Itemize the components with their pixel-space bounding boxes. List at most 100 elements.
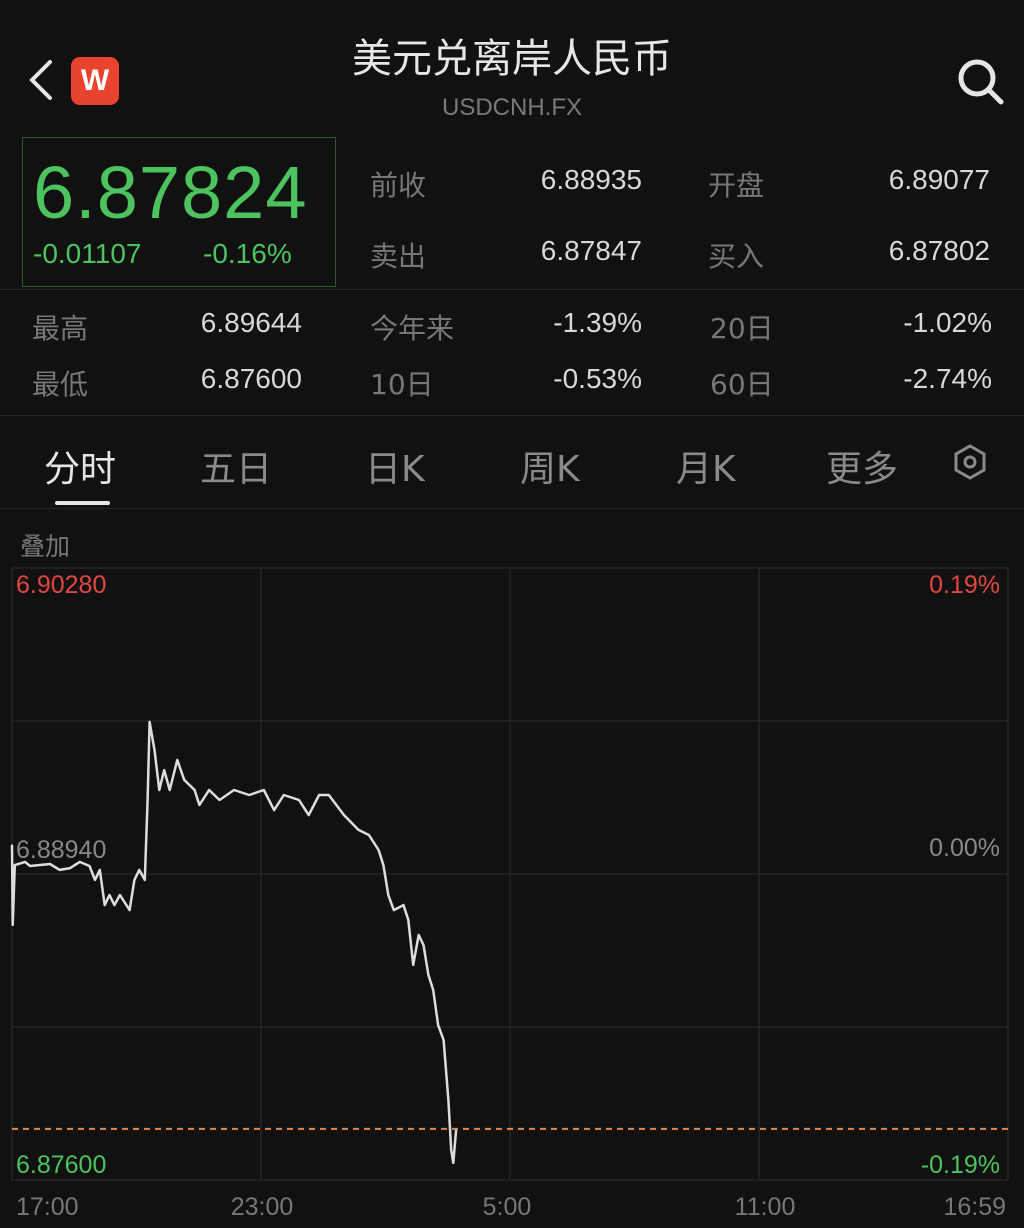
price-point — [29, 865, 31, 867]
current-price: 6.87824 — [33, 151, 308, 234]
price-point — [78, 861, 81, 863]
price-point — [153, 749, 156, 751]
prev-close-label: 前收 — [370, 169, 427, 202]
price-point — [11, 924, 14, 926]
tab-five-day[interactable]: 五日 — [200, 449, 273, 490]
price-point — [128, 909, 131, 911]
price-point — [58, 869, 61, 871]
price-point — [69, 867, 71, 869]
ytd-label: 今年来 — [370, 312, 455, 345]
price-point — [357, 829, 360, 831]
price-point — [138, 869, 141, 871]
20d-value: -1.02% — [903, 307, 992, 338]
price-point — [407, 919, 410, 921]
x-tick-label: 17:00 — [16, 1193, 79, 1221]
search-icon[interactable] — [955, 56, 1005, 106]
low-label: 最低 — [32, 368, 89, 401]
price-point — [88, 865, 91, 867]
price-point — [158, 789, 161, 791]
price-point — [427, 974, 430, 976]
price-point — [183, 779, 186, 781]
pct-label-bottom: -0.19% — [921, 1151, 1000, 1179]
low-value: 6.87600 — [200, 363, 302, 394]
price-point — [99, 869, 101, 871]
high-label: 最高 — [32, 312, 89, 345]
price-line — [10, 720, 458, 1165]
price-point — [273, 809, 275, 811]
pct-label-mid: 0.00% — [929, 834, 1000, 862]
price-point — [283, 794, 285, 796]
price-point — [49, 863, 51, 865]
overlay-button[interactable]: 叠加 — [20, 532, 71, 561]
price-point — [133, 879, 136, 881]
price-point — [327, 794, 330, 796]
ask-value: 6.87847 — [540, 235, 642, 266]
prev-close-value: 6.88935 — [540, 164, 642, 195]
price-point — [208, 789, 210, 791]
price-box: 6.87824 -0.01107 -0.16% — [22, 137, 336, 287]
price-point — [146, 799, 149, 801]
x-tick-label: 16:59 — [943, 1193, 1006, 1221]
page-title: 美元兑离岸人民币 — [352, 36, 672, 82]
price-point — [168, 789, 171, 791]
open-value: 6.89077 — [888, 164, 990, 195]
price-point — [176, 759, 179, 761]
ask-label: 卖出 — [370, 240, 427, 273]
tab-more[interactable]: 更多 — [826, 449, 899, 490]
price-point — [298, 799, 300, 801]
price-point — [233, 789, 235, 791]
settings-icon[interactable] — [952, 443, 988, 481]
price-point — [218, 799, 221, 801]
price-point — [452, 1162, 455, 1164]
10d-value: -0.53% — [553, 363, 642, 394]
price-point — [193, 789, 196, 791]
tab-monthly-k[interactable]: 月K — [676, 449, 736, 490]
tab-daily-k[interactable]: 日K — [365, 449, 425, 490]
price-point — [307, 814, 310, 816]
price-point — [387, 894, 390, 896]
price-point — [442, 1039, 445, 1041]
60d-label: 60日 — [710, 368, 774, 401]
tab-weekly-k[interactable]: 周K — [520, 449, 580, 490]
price-point — [447, 1099, 450, 1101]
price-point — [119, 894, 121, 896]
price-point — [11, 844, 13, 846]
price-point — [437, 1024, 439, 1026]
price-point — [24, 861, 26, 863]
price-point — [94, 879, 96, 881]
price-point — [422, 944, 425, 946]
bid-value: 6.87802 — [888, 235, 990, 266]
y-label-mid: 6.88940 — [16, 836, 106, 864]
10d-label: 10日 — [370, 368, 434, 401]
price-point — [450, 1149, 453, 1151]
price-point — [377, 849, 380, 851]
price-point — [432, 989, 435, 991]
price-point — [368, 834, 370, 836]
divider — [0, 415, 1024, 416]
x-tick-label: 5:00 — [483, 1193, 532, 1221]
price-point — [393, 909, 395, 911]
price-point — [144, 879, 146, 881]
x-tick-label: 23:00 — [231, 1193, 294, 1221]
price-point — [103, 904, 106, 906]
price-point — [198, 804, 201, 806]
price-point — [148, 721, 151, 723]
intraday-chart: 6.90280 6.88940 6.87600 0.19% 0.00% -0.19% 17:… — [10, 567, 1009, 1221]
price-point — [343, 814, 345, 816]
high-value: 6.89644 — [200, 307, 302, 338]
tab-intraday[interactable]: 分时 — [44, 449, 117, 490]
price-point — [113, 904, 116, 906]
back-chevron-icon[interactable] — [24, 58, 58, 102]
price-change: -0.01107 — [33, 238, 142, 269]
price-point — [13, 864, 16, 866]
price-point — [108, 894, 111, 896]
y-label-bottom: 6.87600 — [16, 1151, 106, 1179]
bid-label: 买入 — [708, 240, 765, 273]
price-point — [163, 769, 165, 771]
open-label: 开盘 — [708, 169, 765, 202]
pct-label-top: 0.19% — [929, 571, 1000, 599]
price-point — [262, 789, 265, 791]
ticker-symbol: USDCNH.FX — [441, 94, 582, 121]
active-tab-indicator — [55, 501, 110, 505]
price-point — [248, 794, 251, 796]
